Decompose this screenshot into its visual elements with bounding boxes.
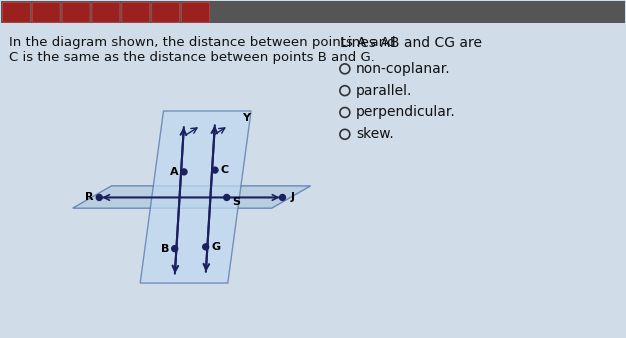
Circle shape — [223, 194, 230, 200]
Text: parallel.: parallel. — [356, 83, 412, 98]
Text: B: B — [160, 244, 169, 254]
Polygon shape — [140, 111, 251, 283]
Polygon shape — [73, 186, 310, 208]
Circle shape — [96, 194, 102, 200]
Bar — [1, 1, 625, 23]
Text: A: A — [170, 167, 178, 177]
Circle shape — [212, 167, 218, 173]
FancyBboxPatch shape — [3, 2, 30, 22]
Text: skew.: skew. — [356, 127, 394, 141]
FancyBboxPatch shape — [33, 2, 60, 22]
Text: non-coplanar.: non-coplanar. — [356, 62, 451, 76]
Text: C: C — [221, 165, 229, 175]
Text: In the diagram shown, the distance between points A and
C is the same as the dis: In the diagram shown, the distance betwe… — [9, 36, 396, 64]
FancyBboxPatch shape — [122, 2, 150, 22]
Circle shape — [172, 246, 178, 251]
Text: R: R — [85, 192, 93, 202]
Text: J: J — [290, 192, 294, 202]
FancyBboxPatch shape — [151, 2, 180, 22]
Text: perpendicular.: perpendicular. — [356, 105, 456, 119]
Circle shape — [279, 194, 285, 200]
FancyBboxPatch shape — [92, 2, 120, 22]
Text: G: G — [211, 242, 220, 252]
FancyBboxPatch shape — [62, 2, 90, 22]
FancyBboxPatch shape — [182, 2, 210, 22]
Text: Y: Y — [242, 113, 250, 123]
Text: Lines AB and CG are: Lines AB and CG are — [340, 36, 482, 50]
Text: S: S — [233, 197, 240, 208]
Circle shape — [203, 244, 208, 250]
Circle shape — [181, 169, 187, 175]
